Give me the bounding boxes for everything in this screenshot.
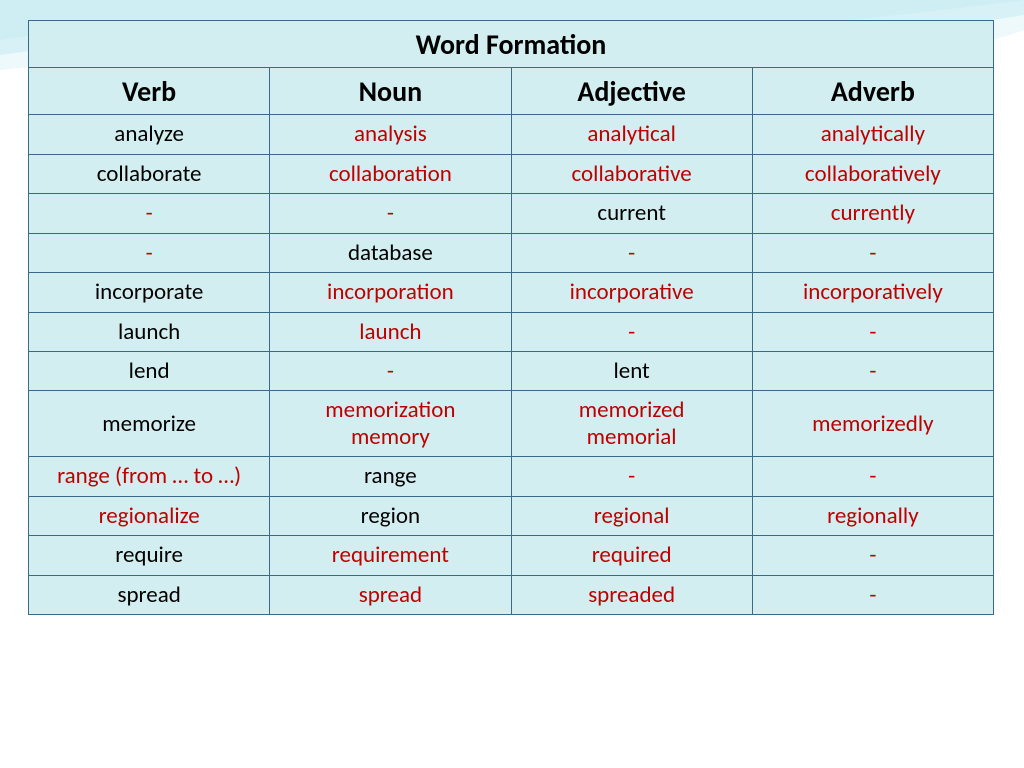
table-cell: required [511,536,752,575]
table-cell: collaborate [29,154,270,193]
table-cell: range (from … to …) [29,457,270,496]
table-cell: regionally [752,496,993,535]
table-row: launchlaunch-- [29,312,994,351]
table-title-row: Word Formation [29,21,994,68]
table-cell: database [270,233,511,272]
word-formation-table: Word Formation Verb Noun Adjective Adver… [28,20,994,615]
table-cell: analytical [511,115,752,154]
table-cell: - [270,194,511,233]
table-row: range (from … to …)range-- [29,457,994,496]
table-cell: - [511,457,752,496]
table-row: -database-- [29,233,994,272]
table-cell: analysis [270,115,511,154]
table-cell: - [752,233,993,272]
table-cell: spread [270,575,511,614]
table-cell: require [29,536,270,575]
table-body: analyzeanalysisanalyticalanalyticallycol… [29,115,994,615]
table-cell: incorporative [511,273,752,312]
table-cell: - [511,312,752,351]
table-cell: launch [29,312,270,351]
table-cell: collaboration [270,154,511,193]
table-cell: lend [29,352,270,391]
table-header-row: Verb Noun Adjective Adverb [29,68,994,115]
table-cell: incorporation [270,273,511,312]
table-cell: spread [29,575,270,614]
table-cell: analyze [29,115,270,154]
table-cell: - [29,194,270,233]
table-cell: incorporate [29,273,270,312]
table-cell: - [511,233,752,272]
table-cell: - [752,312,993,351]
table-row: lend-lent- [29,352,994,391]
word-formation-table-wrap: Word Formation Verb Noun Adjective Adver… [28,20,994,615]
col-adjective: Adjective [511,68,752,115]
table-row: --currentcurrently [29,194,994,233]
table-row: collaboratecollaborationcollaborativecol… [29,154,994,193]
col-verb: Verb [29,68,270,115]
table-cell: memorizationmemory [270,391,511,457]
table-cell: launch [270,312,511,351]
table-title: Word Formation [29,21,994,68]
table-row: requirerequirementrequired- [29,536,994,575]
col-adverb: Adverb [752,68,993,115]
table-row: incorporateincorporationincorporativeinc… [29,273,994,312]
table-cell: memorizedmemorial [511,391,752,457]
table-cell: incorporatively [752,273,993,312]
table-cell: collaborative [511,154,752,193]
table-cell: region [270,496,511,535]
table-row: spreadspreadspreaded- [29,575,994,614]
table-cell: memorize [29,391,270,457]
table-cell: requirement [270,536,511,575]
table-cell: current [511,194,752,233]
table-cell: - [752,457,993,496]
table-cell: lent [511,352,752,391]
table-cell: - [270,352,511,391]
table-row: regionalizeregionregionalregionally [29,496,994,535]
table-cell: range [270,457,511,496]
table-cell: regional [511,496,752,535]
table-cell: spreaded [511,575,752,614]
table-cell: currently [752,194,993,233]
table-cell: regionalize [29,496,270,535]
table-cell: - [29,233,270,272]
table-cell: collaboratively [752,154,993,193]
table-row: analyzeanalysisanalyticalanalytically [29,115,994,154]
table-cell: - [752,575,993,614]
table-cell: - [752,352,993,391]
table-cell: memorizedly [752,391,993,457]
table-row: memorizememorizationmemorymemorizedmemor… [29,391,994,457]
table-cell: analytically [752,115,993,154]
table-cell: - [752,536,993,575]
col-noun: Noun [270,68,511,115]
